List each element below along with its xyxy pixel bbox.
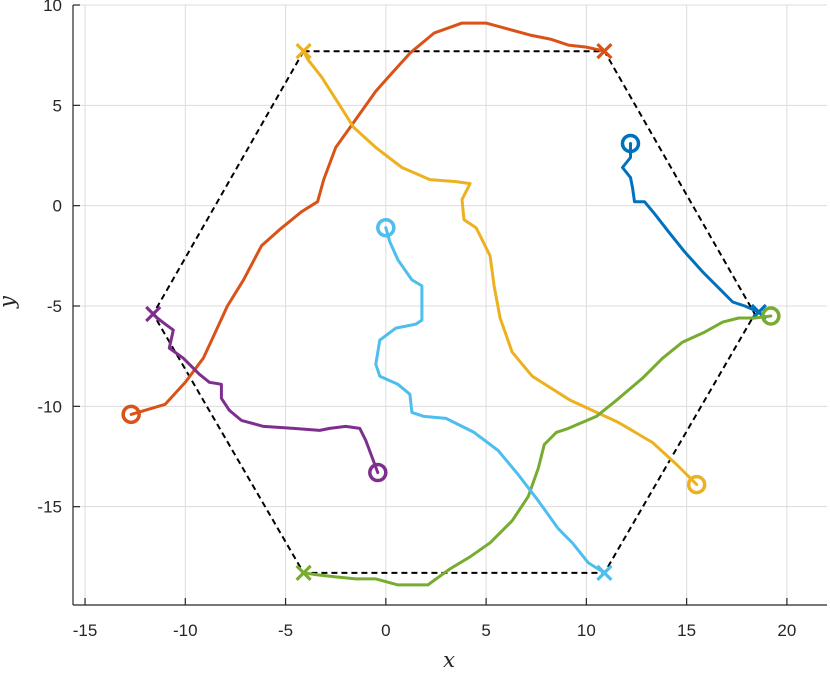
x-tick-label-7: 20	[777, 621, 796, 640]
end-marker-3	[145, 305, 162, 323]
x-tick-label-0: -15	[73, 621, 98, 640]
start-marker-0	[620, 133, 641, 154]
grid	[73, 4, 827, 605]
trajectory-line-5	[374, 226, 606, 575]
y-axis-label: y	[0, 295, 19, 309]
trajectory-line-0	[621, 142, 761, 314]
start-marker-1	[121, 404, 141, 425]
hexagon-dashed-line	[152, 50, 756, 574]
start-marker-3	[368, 462, 388, 483]
y-tick-label-0: -15	[37, 498, 62, 517]
trajectories	[121, 21, 781, 587]
hexagon-boundary	[152, 50, 756, 574]
axes: -15 -10 -5 0 5 10 15 20 -15 -10 -5 0 5 10	[37, 0, 827, 640]
start-marker-5	[376, 217, 396, 238]
x-tick-label-5: 10	[577, 621, 596, 640]
end-marker-5	[596, 564, 613, 582]
start-marker-2	[686, 474, 707, 495]
y-tick-label-2: -5	[47, 297, 62, 316]
x-tick-label-1: -10	[173, 621, 198, 640]
y-tick-label-1: -10	[37, 397, 62, 416]
y-tick-label-5: 10	[43, 0, 62, 15]
trajectory-line-2	[302, 49, 699, 487]
trajectory-line-3	[151, 312, 380, 475]
y-tick-label-4: 5	[53, 96, 62, 115]
x-tick-label-2: -5	[278, 621, 293, 640]
x-tick-label-4: 5	[481, 621, 490, 640]
y-tick-label-3: 0	[53, 197, 62, 216]
end-marker-2	[295, 43, 312, 60]
trajectory-line-1	[129, 21, 606, 416]
x-tick-label-6: 15	[677, 621, 696, 640]
trajectory-line-4	[302, 314, 773, 587]
end-marker-1	[596, 43, 613, 60]
start-marker-4	[761, 306, 781, 326]
end-marker-4	[295, 564, 312, 582]
x-tick-label-3: 0	[381, 621, 390, 640]
x-axis-label: x	[443, 648, 455, 672]
